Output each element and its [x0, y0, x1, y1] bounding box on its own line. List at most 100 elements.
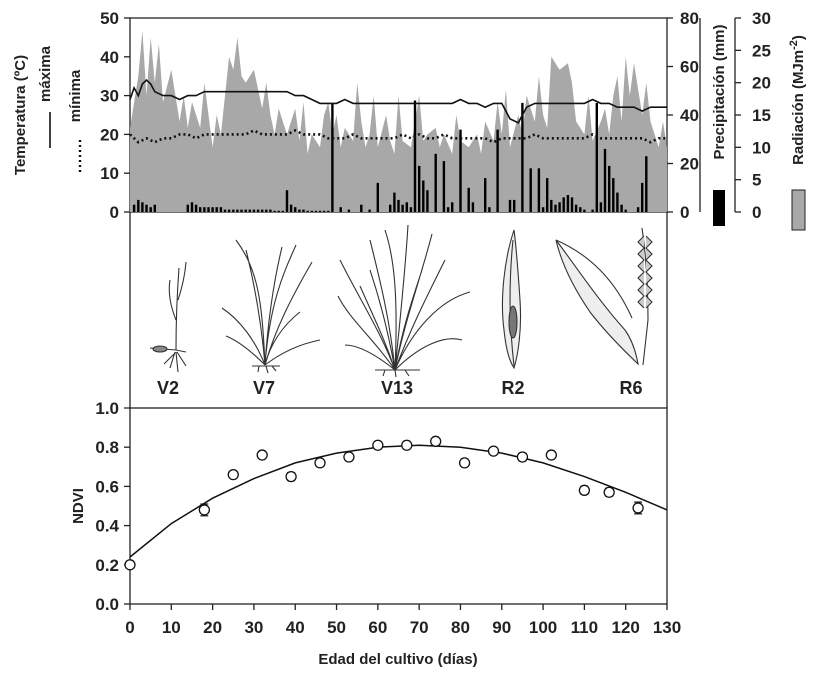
- stage-label-v2: V2: [157, 378, 179, 398]
- precipitation-bar: [550, 199, 553, 212]
- precipitation-bar: [521, 102, 524, 212]
- precipitation-axis-label: Precipitación (mm): [711, 24, 728, 159]
- min-temperature-line: [129, 129, 667, 144]
- precipitation-bar: [318, 210, 322, 212]
- precipitation-bar: [603, 148, 607, 212]
- ndvi-x-tick-label: 40: [286, 618, 305, 637]
- precipitation-bar: [546, 178, 549, 212]
- ndvi-y-tick-label: 0.8: [95, 438, 119, 457]
- temperature-lines-layer: [129, 79, 667, 144]
- precipitation-bar: [636, 207, 640, 212]
- ndvi-point: [198, 504, 211, 516]
- precipitation-bar: [422, 180, 425, 212]
- precipitation-bar: [554, 204, 557, 212]
- precipitation-bar: [541, 207, 545, 212]
- temperature-tick-label: 10: [100, 164, 119, 183]
- precipitation-bar: [608, 165, 611, 212]
- precipitation-bar: [562, 197, 565, 212]
- ndvi-points-layer: [124, 435, 644, 571]
- precipitation-bar: [413, 100, 417, 212]
- temperature-tick-label: 20: [100, 125, 119, 144]
- ndvi-x-tick-label: 100: [529, 618, 557, 637]
- precipitation-bar: [393, 192, 396, 212]
- precipitation-bar: [616, 192, 619, 212]
- ndvi-fit-curve: [129, 444, 668, 558]
- precipitation-bar: [574, 204, 578, 212]
- ndvi-fit-layer: [129, 444, 668, 558]
- precipitation-bar: [327, 210, 330, 212]
- precipitation-tick-label: 60: [680, 58, 699, 77]
- ndvi-x-tick-label: 10: [162, 618, 181, 637]
- precipitation-bar: [285, 190, 289, 212]
- precipitation-bar: [339, 207, 342, 212]
- precipitation-bar: [219, 207, 223, 212]
- precipitation-bar: [190, 202, 194, 212]
- ndvi-y-tick-label: 0.0: [95, 595, 119, 614]
- ndvi-x-tick-label: 60: [368, 618, 387, 637]
- precipitation-bar: [306, 210, 309, 212]
- precipitation-bar: [240, 209, 243, 212]
- precipitation-bar: [331, 102, 334, 212]
- precipitation-bar: [227, 209, 231, 212]
- temperature-axis-ticks: 0 10 20 30 40 50: [100, 9, 130, 222]
- precipitation-bar: [496, 129, 499, 212]
- temperature-tick-label: 30: [100, 87, 119, 106]
- ndvi-x-axis-label: Edad del cultivo (días): [318, 651, 477, 668]
- precipitation-bar: [451, 202, 454, 212]
- precipitation-bar: [471, 202, 475, 212]
- ndvi-point: [487, 445, 500, 457]
- precipitation-bar: [418, 165, 421, 212]
- ndvi-point: [124, 559, 136, 571]
- precipitation-bar: [368, 209, 371, 212]
- ndvi-x-tick-label: 110: [571, 618, 598, 637]
- radiation-tick-label: 10: [752, 138, 771, 157]
- legend-min-label: mínima: [67, 69, 84, 122]
- ndvi-point: [343, 451, 355, 463]
- radiation-axis-ticks: 0 5 10 15 20 25 30: [735, 9, 771, 222]
- precipitation-bar: [232, 209, 235, 212]
- precipitation-bar: [145, 204, 148, 212]
- temperature-tick-label: 50: [100, 9, 119, 28]
- precipitation-bar: [442, 161, 446, 212]
- precipitation-bar: [211, 207, 214, 212]
- ndvi-point: [632, 502, 644, 514]
- ndvi-y-axis-label: NDVI: [70, 488, 87, 524]
- ndvi-x-tick-label: 30: [244, 618, 263, 637]
- precipitation-bar: [566, 195, 570, 212]
- precipitation-bar: [624, 209, 627, 212]
- precipitation-bar: [322, 210, 326, 212]
- radiation-tick-label: 30: [752, 9, 771, 28]
- ndvi-point: [516, 451, 529, 463]
- precipitation-bar: [289, 204, 293, 212]
- precipitation-bar: [248, 209, 251, 212]
- precipitation-bar: [347, 209, 351, 212]
- radiation-legend-swatch: [791, 189, 806, 231]
- precipitation-bar: [446, 207, 450, 212]
- precipitation-tick-label: 80: [680, 9, 699, 28]
- ndvi-y-tick-label: 0.2: [95, 556, 119, 575]
- ndvi-x-tick-label: 50: [327, 618, 346, 637]
- precipitation-bar: [137, 199, 140, 212]
- stage-label-v13: V13: [381, 378, 413, 398]
- precipitation-bar: [620, 204, 623, 212]
- ndvi-point: [458, 457, 471, 469]
- precipitation-axis-ticks: 0 20 40 60 80: [667, 9, 699, 222]
- precipitation-bars-layer: [132, 100, 648, 213]
- precipitation-tick-label: 20: [680, 155, 699, 174]
- stage-r6-illustration: [555, 227, 653, 366]
- precipitation-bar: [595, 102, 598, 212]
- ndvi-y-axis-ticks: 0.0 0.2 0.4 0.6 0.8 1.0: [95, 399, 130, 614]
- precipitation-bar: [310, 210, 313, 212]
- ndvi-x-axis-ticks: 0 10 20 30 40 50 60 70 80 90 100 110 120 130: [125, 604, 681, 637]
- radiation-tick-label: 5: [752, 171, 761, 190]
- precipitation-legend-swatch: [713, 190, 725, 226]
- precipitation-bar: [426, 190, 429, 212]
- precipitation-bar: [223, 209, 227, 212]
- precipitation-bar: [132, 204, 136, 212]
- precipitation-bar: [401, 204, 404, 212]
- ndvi-x-tick-label: 20: [203, 618, 222, 637]
- radiation-tick-label: 20: [752, 74, 771, 93]
- ndvi-y-tick-label: 1.0: [95, 399, 119, 418]
- precipitation-bar: [558, 202, 561, 212]
